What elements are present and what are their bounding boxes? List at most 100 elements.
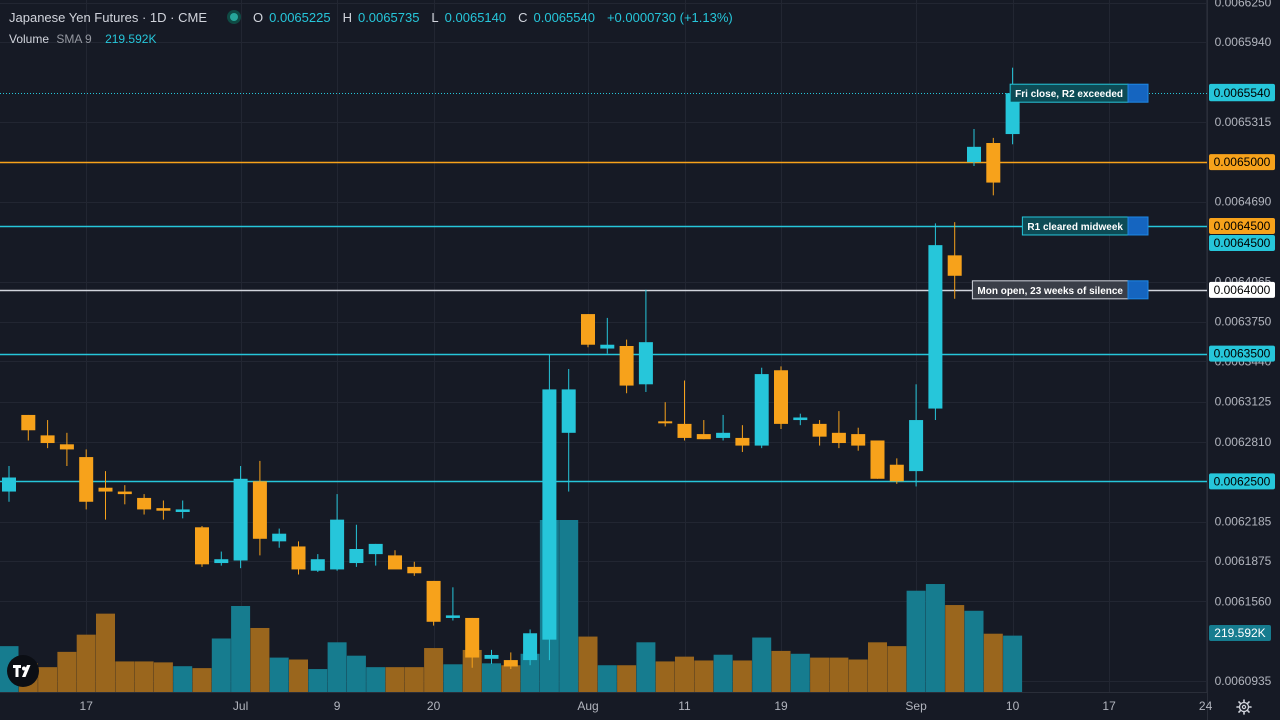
candle[interactable]: [851, 434, 866, 446]
volume-bar[interactable]: [675, 656, 694, 692]
candle[interactable]: [542, 389, 557, 640]
candle[interactable]: [735, 437, 750, 446]
candle[interactable]: [291, 546, 306, 570]
candle[interactable]: [407, 566, 422, 574]
candle[interactable]: [1005, 93, 1020, 135]
candle[interactable]: [523, 633, 538, 661]
volume-bar[interactable]: [520, 653, 540, 692]
candle[interactable]: [677, 423, 692, 438]
price-badge[interactable]: [1209, 345, 1275, 362]
candle[interactable]: [40, 435, 55, 444]
volume-bar[interactable]: [848, 659, 868, 692]
line-note-handle[interactable]: [1127, 83, 1149, 103]
candle[interactable]: [310, 559, 325, 571]
volume-bar[interactable]: [752, 637, 772, 692]
volume-bar[interactable]: [597, 665, 617, 692]
candle[interactable]: [137, 497, 152, 510]
volume-bar[interactable]: [96, 613, 115, 692]
volume-bar[interactable]: [385, 667, 405, 692]
candle[interactable]: [214, 559, 229, 564]
price-badge[interactable]: [1209, 281, 1275, 298]
candle[interactable]: [330, 519, 345, 570]
volume-bar[interactable]: [173, 666, 193, 692]
candle[interactable]: [484, 654, 499, 659]
volume-bar[interactable]: [250, 627, 270, 692]
candle[interactable]: [21, 414, 36, 431]
volume-bar[interactable]: [868, 642, 887, 692]
volume-bar[interactable]: [153, 662, 173, 692]
tradingview-logo-icon[interactable]: [7, 655, 39, 687]
candle[interactable]: [561, 389, 576, 433]
candle[interactable]: [909, 420, 924, 472]
candle[interactable]: [793, 417, 808, 421]
volume-label[interactable]: Volume: [9, 32, 50, 46]
candle[interactable]: [831, 432, 846, 444]
volume-bar[interactable]: [906, 590, 926, 692]
price-badge[interactable]: [1209, 234, 1275, 251]
volume-bar[interactable]: [76, 634, 96, 692]
volume-bar[interactable]: [964, 610, 984, 692]
volume-bar[interactable]: [289, 659, 308, 692]
volume-bar[interactable]: [945, 605, 965, 692]
volume-bar[interactable]: [443, 664, 463, 692]
volume-bar[interactable]: [732, 660, 752, 692]
candle[interactable]: [445, 615, 460, 618]
candle[interactable]: [947, 255, 962, 276]
price-badge[interactable]: [1209, 217, 1275, 234]
volume-bar[interactable]: [57, 651, 77, 692]
volume-badge[interactable]: [1209, 625, 1271, 641]
candle[interactable]: [638, 342, 653, 385]
price-badge[interactable]: [1209, 473, 1275, 490]
time-scale[interactable]: [0, 692, 1207, 720]
volume-bar[interactable]: [346, 655, 366, 692]
volume-bar[interactable]: [617, 665, 637, 692]
volume-bar[interactable]: [366, 667, 386, 692]
candle[interactable]: [581, 314, 595, 345]
candle[interactable]: [889, 464, 904, 482]
price-badge[interactable]: [1209, 85, 1275, 102]
candle[interactable]: [117, 491, 132, 495]
volume-bar[interactable]: [810, 657, 830, 692]
volume-bar[interactable]: [887, 646, 907, 692]
volume-bar[interactable]: [192, 668, 212, 692]
market-status-icon[interactable]: [227, 10, 241, 24]
candle[interactable]: [79, 457, 94, 502]
volume-bar[interactable]: [269, 657, 289, 692]
candle[interactable]: [156, 508, 171, 511]
candle[interactable]: [272, 533, 287, 542]
volume-bar[interactable]: [790, 653, 810, 692]
volume-bar[interactable]: [983, 633, 1003, 692]
volume-bar[interactable]: [38, 667, 58, 692]
candle[interactable]: [98, 487, 113, 492]
candle[interactable]: [870, 440, 885, 479]
volume-bar[interactable]: [771, 650, 791, 692]
candle[interactable]: [426, 580, 441, 622]
candle[interactable]: [716, 432, 731, 438]
candle[interactable]: [2, 477, 16, 492]
candle[interactable]: [233, 478, 248, 561]
volume-bar[interactable]: [482, 663, 501, 692]
volume-bar[interactable]: [134, 661, 154, 692]
candle[interactable]: [600, 344, 615, 349]
candle[interactable]: [252, 481, 267, 539]
volume-bar[interactable]: [829, 657, 849, 692]
volume-bar[interactable]: [925, 584, 945, 692]
candle[interactable]: [812, 423, 827, 437]
candle[interactable]: [928, 245, 943, 409]
volume-bar[interactable]: [115, 661, 135, 692]
candle[interactable]: [388, 555, 402, 570]
volume-bar[interactable]: [655, 661, 675, 692]
volume-bar[interactable]: [327, 642, 347, 692]
gear-icon[interactable]: [1234, 697, 1254, 717]
volume-bar[interactable]: [424, 648, 444, 692]
volume-bar[interactable]: [559, 520, 579, 692]
candle[interactable]: [59, 444, 74, 450]
volume-bar[interactable]: [1003, 635, 1023, 692]
symbol-title[interactable]: Japanese Yen Futures · 1D · CME: [9, 9, 207, 25]
volume-bar[interactable]: [713, 654, 733, 692]
volume-bar[interactable]: [636, 642, 656, 692]
volume-bar[interactable]: [404, 667, 424, 692]
candle[interactable]: [754, 374, 769, 446]
candle[interactable]: [465, 617, 480, 658]
